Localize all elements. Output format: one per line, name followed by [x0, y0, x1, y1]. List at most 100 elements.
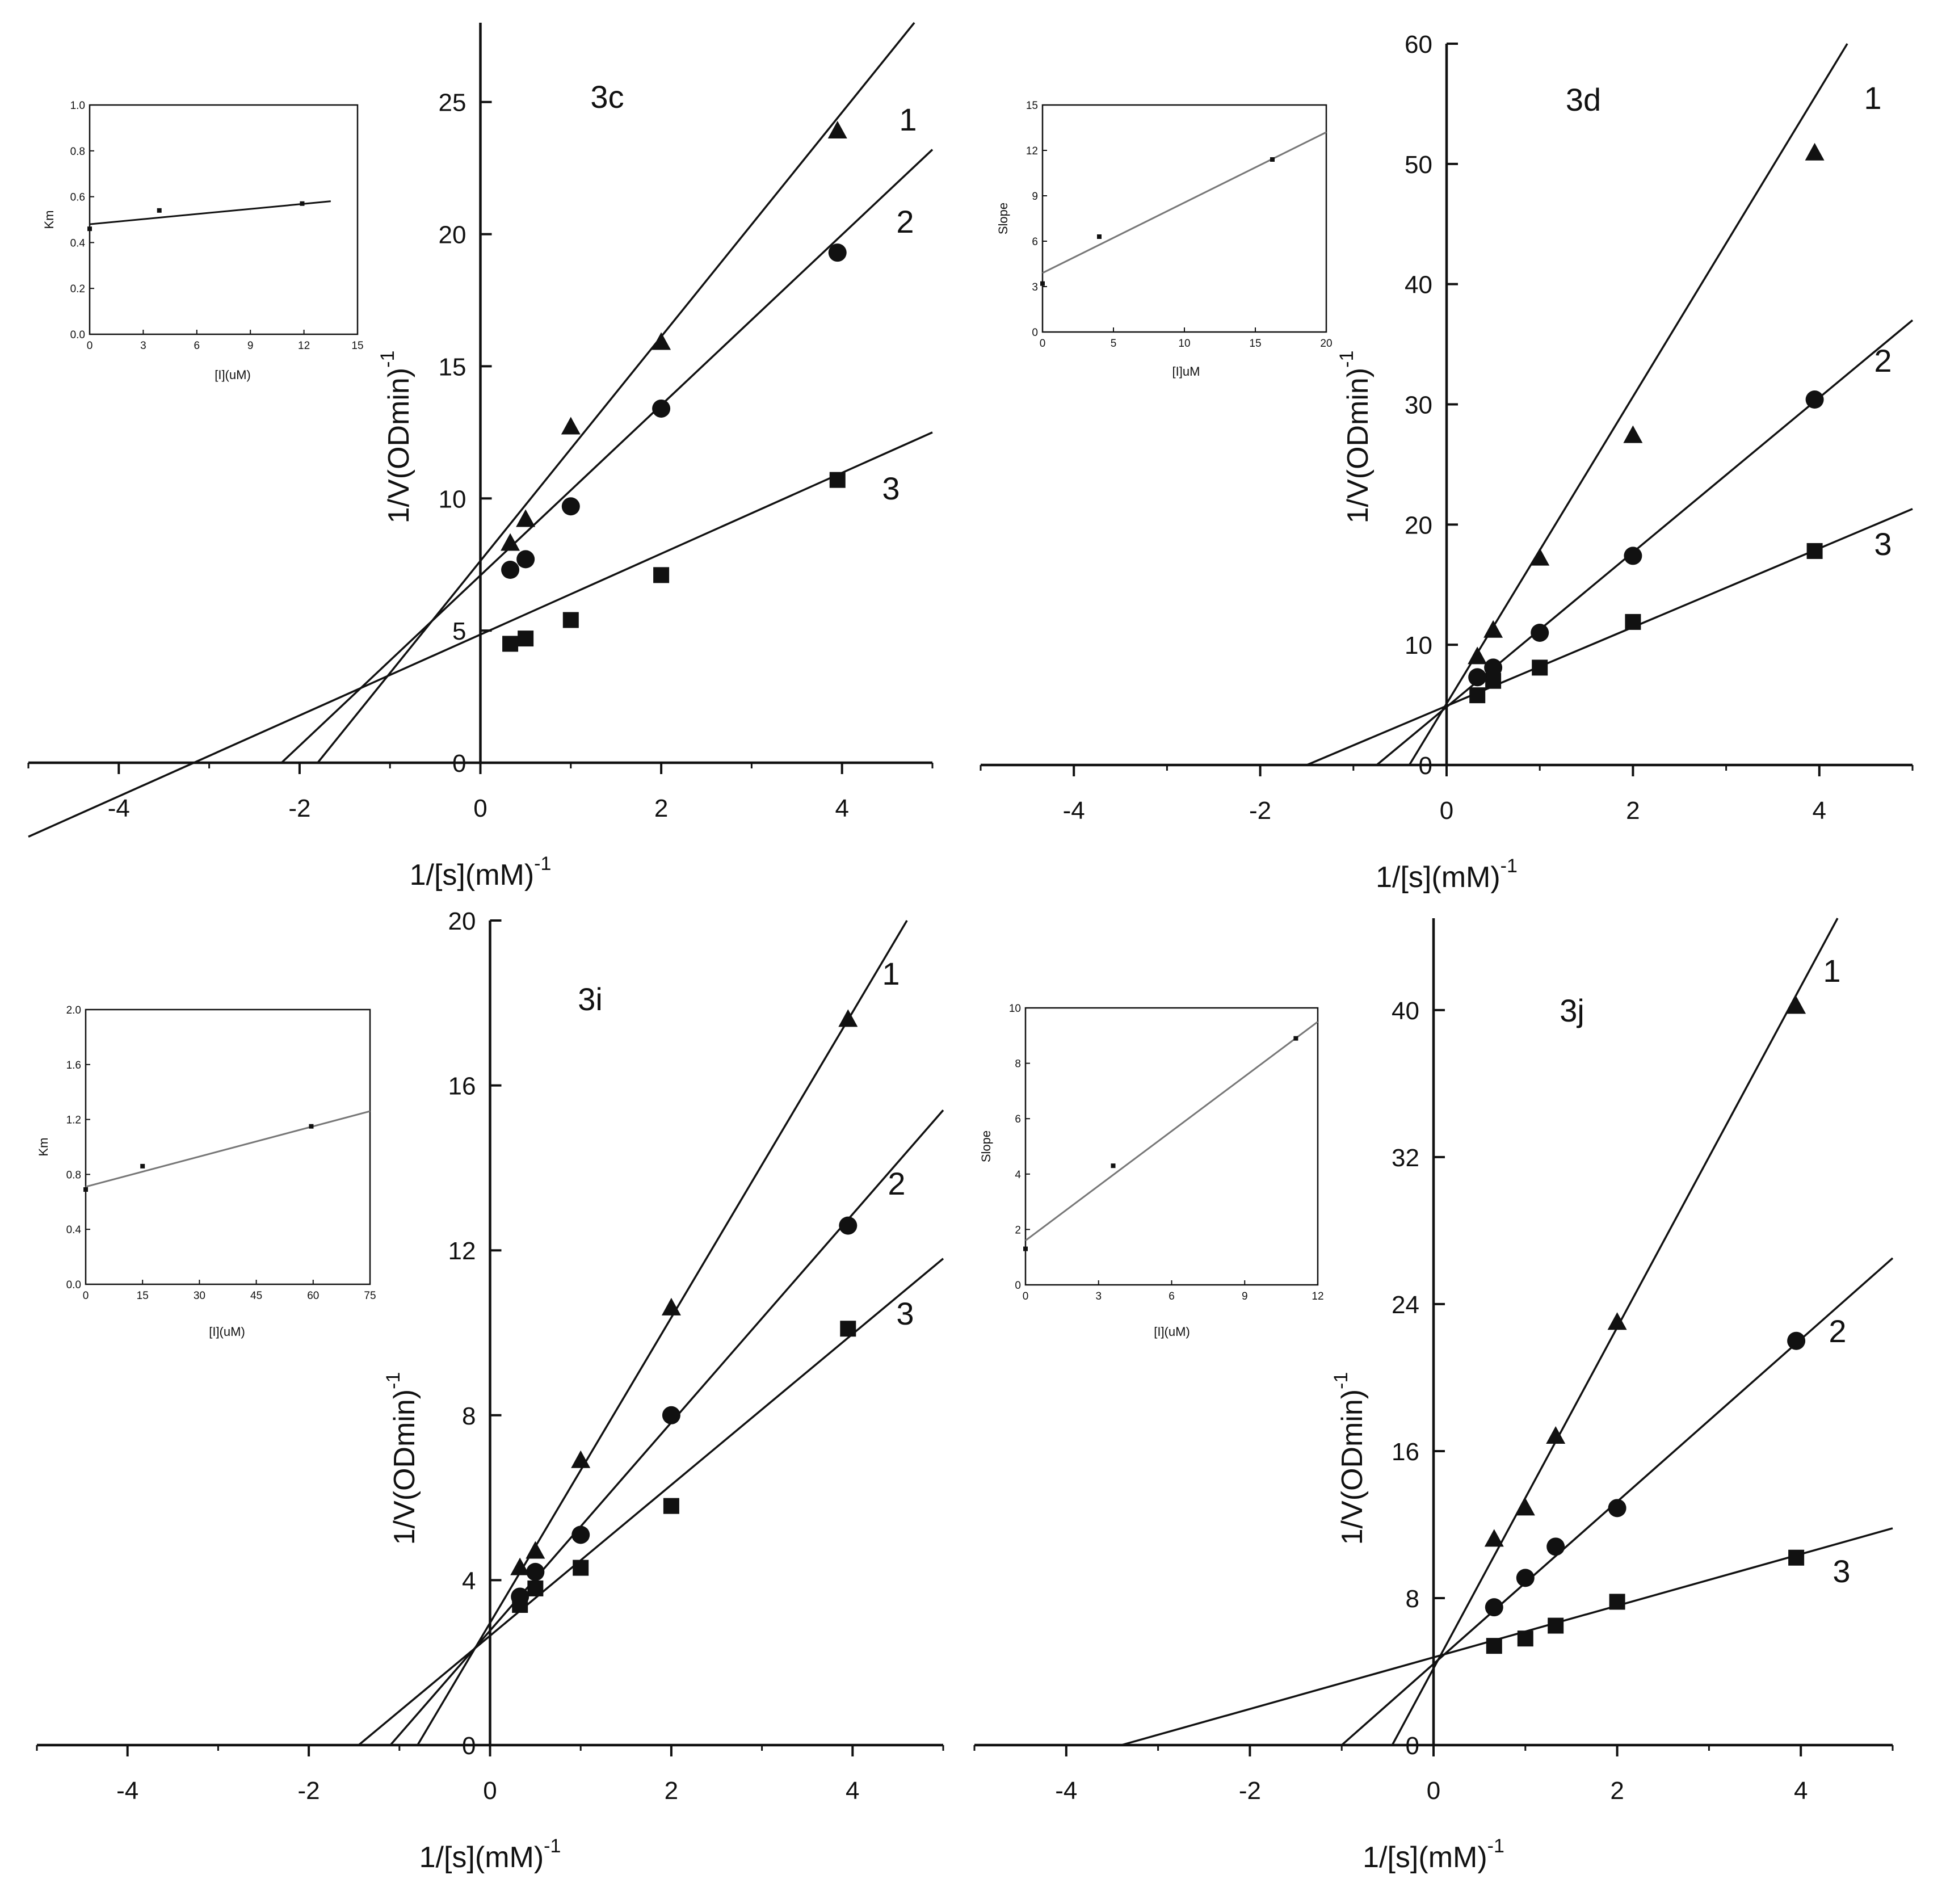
inset-y-tick-label: 0.0: [66, 1279, 81, 1291]
inset-x-tick-label: 0: [1040, 338, 1046, 350]
inset-y-tick-label: 2.0: [66, 1004, 81, 1016]
series-label: 2: [896, 204, 914, 239]
data-point: [662, 1406, 680, 1424]
data-point: [828, 243, 847, 262]
inset-y-tick-label: 0.8: [70, 146, 85, 158]
inset-y-tick-label: 2: [1015, 1224, 1021, 1236]
data-point: [1517, 1630, 1533, 1647]
inset-frame: [89, 104, 359, 335]
y-tick-label: 32: [1392, 1144, 1419, 1172]
data-point: [511, 1587, 529, 1606]
x-tick-label: 0: [483, 1777, 497, 1805]
inset-fit-line: [1025, 1021, 1318, 1242]
series-label: 1: [882, 956, 900, 991]
x-tick-label: 2: [1626, 797, 1640, 825]
data-point: [526, 1562, 545, 1581]
inset-data-point: [1023, 1246, 1028, 1251]
panel-label: 3i: [578, 981, 603, 1017]
data-point: [1625, 613, 1641, 630]
inset-x-tick-label: 15: [1249, 338, 1261, 350]
y-tick-label: 50: [1405, 151, 1432, 179]
panel-label: 3d: [1566, 82, 1601, 117]
inset-y-tick-label: 15: [1026, 100, 1038, 112]
fit-line: [28, 431, 933, 838]
data-point: [502, 636, 519, 652]
data-point: [661, 1297, 681, 1315]
x-axis-label: 1/[s](mM)-1: [1363, 1835, 1504, 1874]
inset-x-tick-label: 30: [194, 1290, 205, 1302]
inset-x-tick-label: 0: [1023, 1291, 1029, 1302]
data-point: [518, 631, 534, 647]
inset-x-tick-label: 3: [1095, 1291, 1102, 1302]
y-tick-label: 5: [452, 617, 466, 645]
inset-data-point: [1111, 1163, 1116, 1169]
data-point: [1787, 1331, 1806, 1350]
fit-line: [1408, 43, 1848, 766]
x-tick-label: -2: [288, 795, 310, 822]
inset-x-label: [I]uM: [1172, 364, 1200, 379]
series-label: 2: [1874, 343, 1892, 379]
data-point: [1485, 1598, 1503, 1617]
data-point: [652, 332, 671, 350]
data-point: [1607, 1312, 1627, 1330]
inset-3d: 0 5 10 15 20 0 3 6 9 12 15 [I]uM Slope: [996, 100, 1333, 379]
series-3: 3: [417, 920, 914, 1746]
y-tick-label: 0: [452, 750, 466, 777]
data-point: [1624, 547, 1642, 565]
x-tick-label: -4: [1063, 797, 1085, 825]
data-point: [573, 1560, 589, 1576]
inset-x-tick-label: 9: [1242, 1291, 1248, 1302]
y-tick-label: 12: [448, 1237, 476, 1265]
fit-line: [280, 149, 934, 764]
data-point: [653, 567, 670, 583]
data-point: [663, 1498, 679, 1514]
data-point: [827, 120, 847, 138]
inset-y-label: Slope: [996, 203, 1010, 234]
data-point: [1484, 658, 1503, 677]
inset-data-point: [1293, 1036, 1298, 1041]
data-point: [840, 1321, 856, 1337]
inset-x-tick-label: 10: [1178, 338, 1190, 350]
y-tick-label: 16: [1392, 1438, 1419, 1466]
data-point: [1805, 390, 1824, 409]
inset-data-point: [1270, 157, 1275, 162]
inset-y-label: Km: [42, 211, 56, 229]
data-point: [562, 612, 579, 628]
x-tick-label: 2: [665, 1777, 678, 1805]
series-label: 1: [1864, 80, 1881, 116]
data-point: [1532, 659, 1548, 676]
series-1: 1: [1306, 80, 1913, 766]
inset-y-tick-label: 9: [1032, 191, 1038, 203]
data-point: [1486, 1638, 1502, 1654]
inset-frame: [85, 1008, 371, 1285]
inset-data-point: [157, 208, 162, 213]
x-axis-label: 1/[s](mM)-1: [410, 853, 552, 892]
y-tick-label: 20: [439, 221, 466, 249]
series-label: 1: [899, 102, 917, 137]
y-tick-label: 20: [448, 907, 476, 935]
series-1: 1: [28, 102, 933, 838]
series-2: 2: [1376, 319, 1914, 766]
panel-3i: -4 -2 0 2 40481216201/[s](mM)-11/V(ODmin)-13…: [36, 907, 944, 1874]
inset-x-tick-label: 3: [140, 340, 146, 352]
x-tick-label: -4: [116, 1777, 138, 1805]
y-tick-label: 40: [1392, 997, 1419, 1025]
inset-data-point: [83, 1187, 88, 1192]
fit-line: [389, 1109, 944, 1746]
series-2: 2: [280, 149, 934, 764]
inset-3i: 0 15 30 45 60 75 0.0 0.4 0.8 1.2 1.6 2.0 [I](uM) Km: [36, 1004, 376, 1339]
inset-y-tick-label: 1.6: [66, 1060, 81, 1071]
y-tick-label: 10: [439, 485, 466, 513]
inset-x-tick-label: 5: [1111, 338, 1117, 350]
x-tick-label: 2: [654, 795, 668, 822]
panel-label: 3j: [1560, 993, 1584, 1028]
inset-y-label: Km: [36, 1138, 51, 1157]
inset-x-tick-label: 0: [83, 1290, 89, 1302]
inset-y-tick-label: 0.0: [70, 329, 85, 341]
data-point: [1468, 668, 1487, 687]
inset-y-tick-label: 10: [1009, 1003, 1021, 1015]
y-tick-label: 60: [1405, 31, 1432, 58]
data-point: [1788, 1549, 1805, 1566]
data-point: [501, 561, 520, 579]
